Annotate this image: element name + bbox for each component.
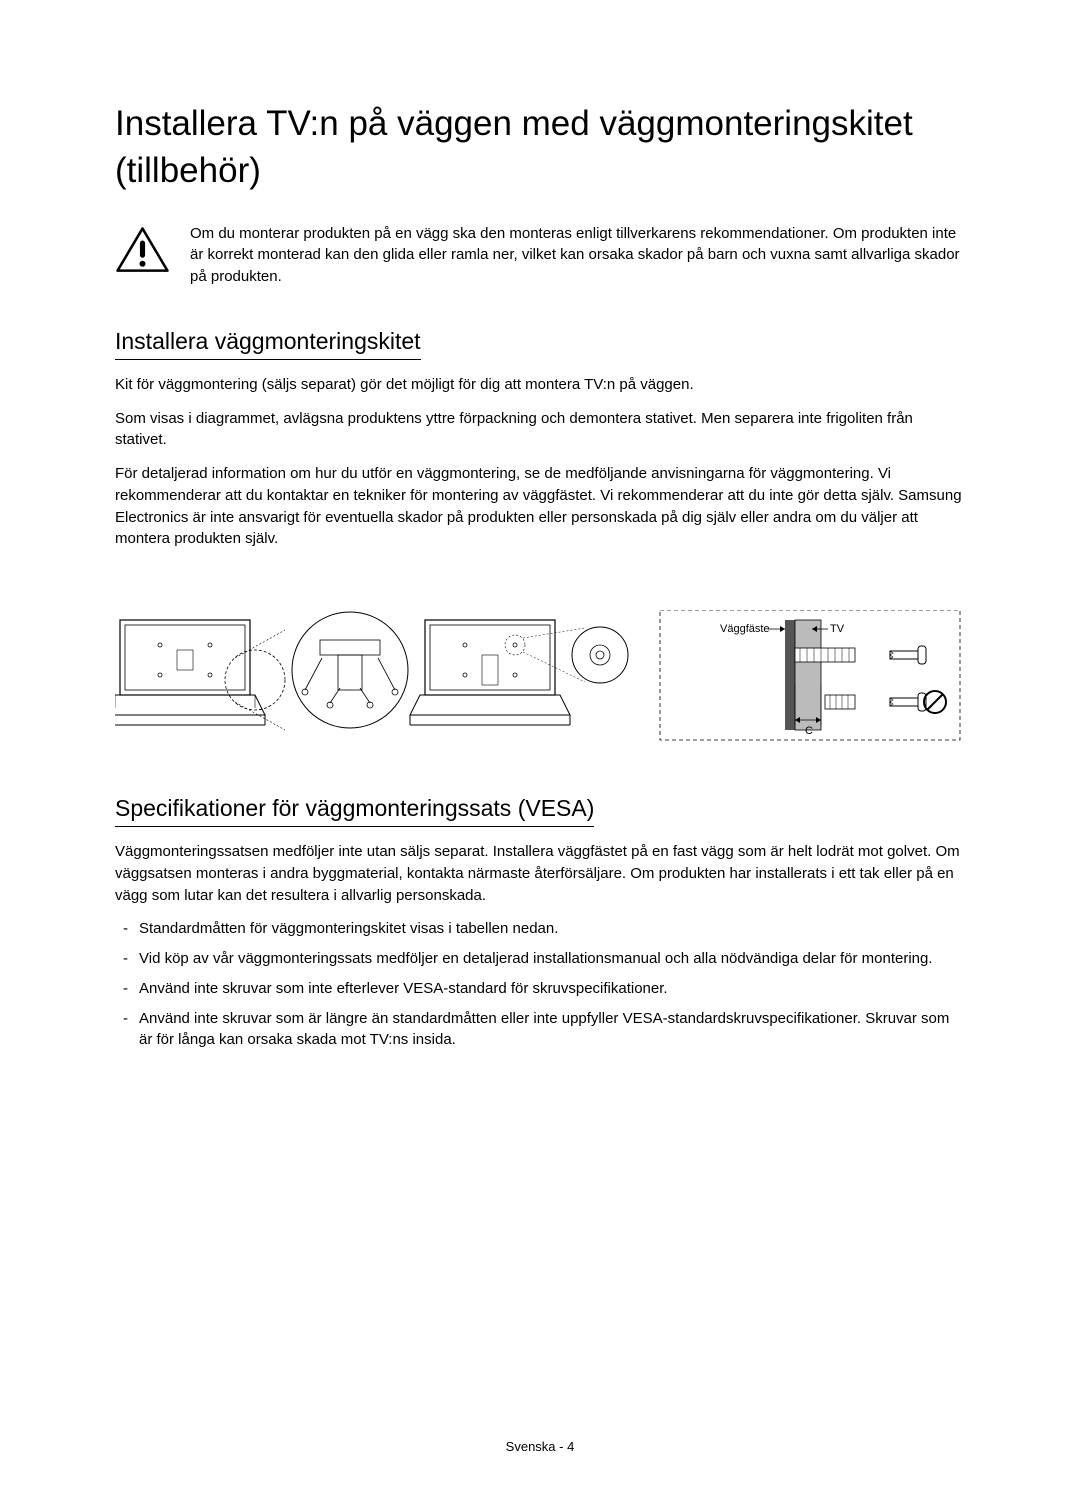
install-diagram: Väggfäste TV C (115, 610, 965, 750)
vesa-heading: Specifikationer för väggmonteringssats (… (115, 795, 594, 827)
vesa-bullet-list: Standardmåtten för väggmonteringskitet v… (115, 918, 965, 1051)
install-heading: Installera väggmonteringskitet (115, 328, 421, 360)
install-p1: Kit för väggmontering (säljs separat) gö… (115, 374, 965, 396)
install-p3: För detaljerad information om hur du utf… (115, 463, 965, 550)
warning-block: Om du monterar produkten på en vägg ska … (115, 223, 965, 288)
vesa-bullet: Vid köp av vår väggmonteringssats medföl… (123, 948, 965, 970)
page-title: Installera TV:n på väggen med väggmonter… (115, 100, 965, 195)
page-footer: Svenska - 4 (0, 1439, 1080, 1454)
warning-icon (115, 225, 170, 275)
section-vesa: Specifikationer för väggmonteringssats (… (115, 795, 965, 1051)
vesa-bullet: Använd inte skruvar som inte efterlever … (123, 978, 965, 1000)
install-p2: Som visas i diagrammet, avlägsna produkt… (115, 408, 965, 452)
vesa-bullet: Standardmåtten för väggmonteringskitet v… (123, 918, 965, 940)
vesa-intro: Väggmonteringssatsen medföljer inte utan… (115, 841, 965, 906)
section-install: Installera väggmonteringskitet Kit för v… (115, 328, 965, 550)
warning-text: Om du monterar produkten på en vägg ska … (190, 223, 965, 288)
diagram-label-c: C (805, 725, 813, 737)
vesa-bullet: Använd inte skruvar som är längre än sta… (123, 1008, 965, 1052)
diagram-label-tv: TV (830, 623, 845, 635)
diagram-label-bracket: Väggfäste (720, 623, 770, 635)
